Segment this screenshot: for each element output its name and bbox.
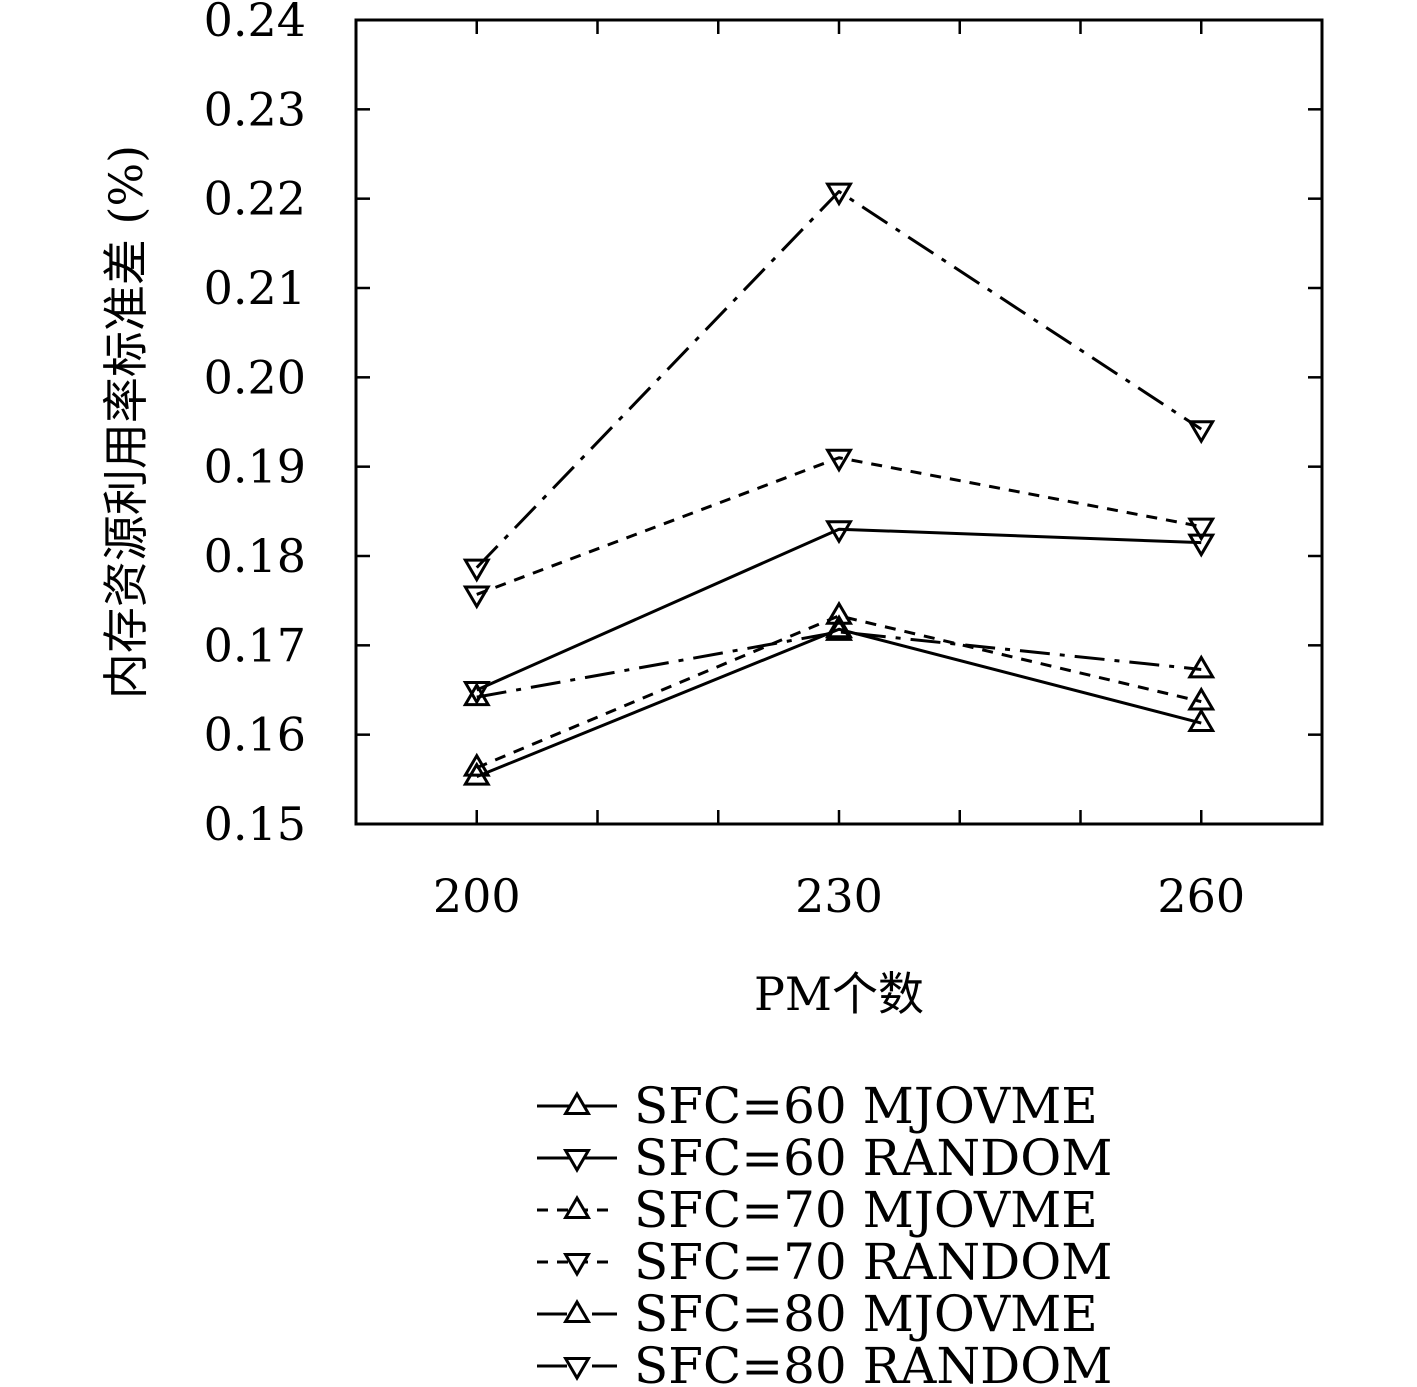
- series-line: [475, 190, 1203, 569]
- data-point-marker: [462, 682, 491, 707]
- series-5: [462, 616, 1216, 707]
- y-tick-label: 0.19: [204, 440, 306, 494]
- data-point-marker: [1187, 420, 1216, 445]
- data-point-marker: [824, 616, 854, 641]
- ticks-layer: 0.15 0.16 0.17 0.18 0.19 0.20 0.21 0.22 0.23 0.24…: [204, 0, 1322, 923]
- legend-item: SFC=60 MJOVME: [537, 1077, 1098, 1135]
- data-point-marker: [462, 585, 491, 610]
- legend-marker: [562, 1299, 592, 1323]
- legend-label: SFC=60 MJOVME: [634, 1077, 1098, 1135]
- data-point-marker: [824, 448, 854, 473]
- y-tick-label: 0.20: [204, 350, 306, 404]
- plot-frame: [354, 18, 1324, 826]
- x-axis-title: PM个数: [754, 967, 924, 1021]
- series-3: [462, 600, 1216, 777]
- data-point-marker: [1187, 654, 1216, 679]
- series-layer: [462, 182, 1216, 786]
- x-tick-label: 260: [1157, 869, 1245, 923]
- data-point-marker: [824, 600, 854, 625]
- legend-label: SFC=80 RANDOM: [634, 1337, 1112, 1387]
- legend-label: SFC=70 RANDOM: [634, 1233, 1112, 1291]
- legend-item: SFC=60 RANDOM: [537, 1129, 1112, 1187]
- data-point-marker: [1187, 708, 1216, 732]
- y-tick-label: 0.15: [204, 797, 306, 851]
- data-point-marker: [1187, 517, 1216, 542]
- y-axis-title: 内存资源利用率标准差 (%): [99, 145, 153, 699]
- legend-item: SFC=80 RANDOM: [537, 1337, 1112, 1387]
- y-tick-label: 0.17: [204, 618, 306, 672]
- series-line: [476, 614, 1202, 770]
- data-point-marker: [462, 752, 491, 777]
- data-point-marker: [824, 182, 854, 207]
- legend-item: SFC=70 MJOVME: [537, 1181, 1098, 1239]
- legend-label: SFC=70 MJOVME: [634, 1181, 1098, 1239]
- y-tick-label: 0.16: [204, 708, 306, 762]
- legend-marker: [562, 1195, 592, 1219]
- series-line: [476, 527, 1202, 692]
- series-line: [476, 456, 1202, 596]
- y-tick-label: 0.22: [204, 172, 306, 226]
- y-tick-label: 0.24: [204, 0, 306, 47]
- y-tick-label: 0.18: [204, 529, 306, 583]
- data-point-marker: [462, 558, 491, 583]
- x-tick-label: 200: [433, 869, 521, 923]
- data-point-marker: [824, 520, 854, 545]
- series-line: [476, 627, 1202, 779]
- legend-marker: [562, 1253, 592, 1277]
- data-point-marker: [1187, 686, 1216, 711]
- legend-label: SFC=60 RANDOM: [634, 1129, 1112, 1187]
- y-tick-label: 0.23: [204, 82, 306, 136]
- legend-marker: [562, 1357, 592, 1381]
- data-point-marker: [1187, 533, 1216, 558]
- series-line: [476, 630, 1202, 699]
- legend-marker: [562, 1149, 592, 1173]
- legend-item: SFC=70 RANDOM: [537, 1233, 1112, 1291]
- series-1: [462, 614, 1216, 786]
- legend-marker: [562, 1091, 592, 1115]
- series-2: [462, 520, 1216, 705]
- series-4: [462, 448, 1216, 610]
- legend-item: SFC=80 MJOVME: [537, 1285, 1098, 1343]
- y-tick-label: 0.21: [204, 261, 306, 315]
- series-6: [462, 182, 1216, 583]
- legend-label: SFC=80 MJOVME: [634, 1285, 1098, 1343]
- x-tick-label: 230: [795, 869, 883, 923]
